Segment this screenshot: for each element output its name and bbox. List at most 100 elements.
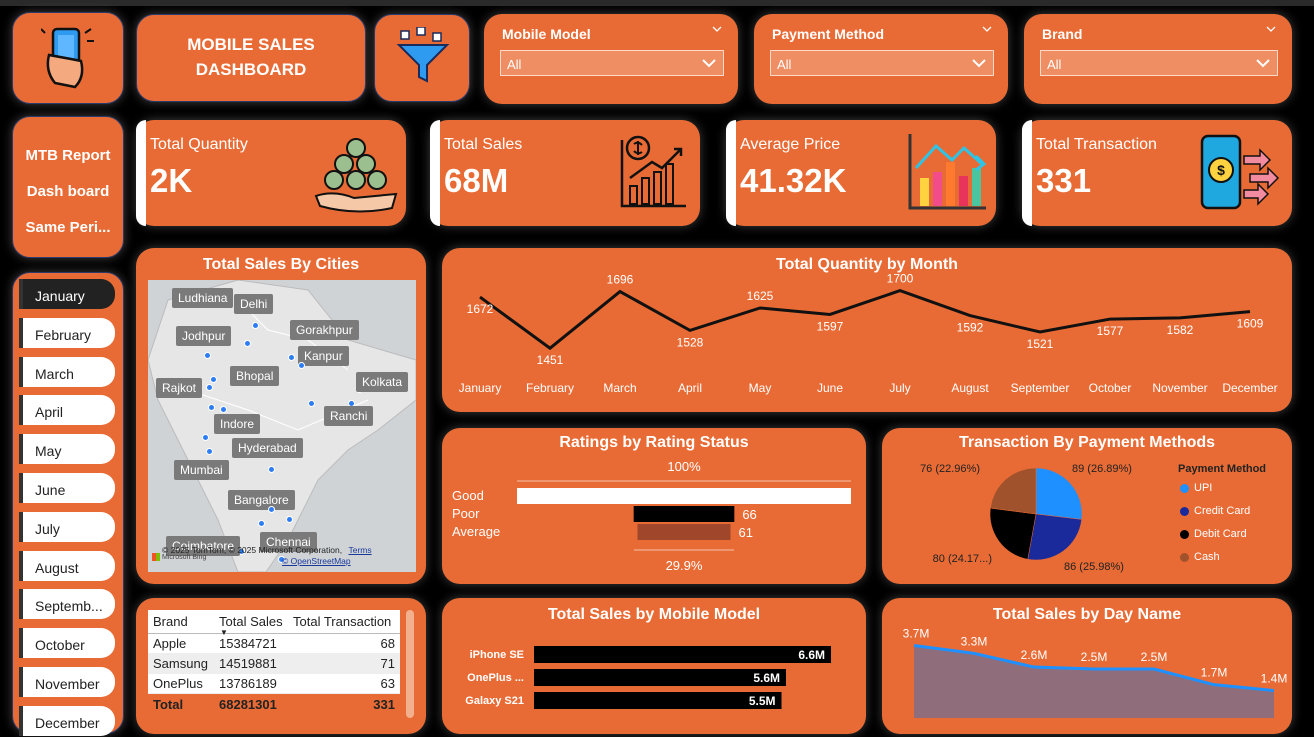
legend-swatch bbox=[1180, 483, 1189, 493]
month-item-may[interactable]: May bbox=[19, 434, 115, 465]
map-bubble-chennai[interactable] bbox=[286, 516, 293, 523]
legend-title: Payment Method bbox=[1178, 463, 1267, 475]
kpi-value: 68M bbox=[444, 162, 509, 199]
legend-item-debit-card[interactable]: Debit Card bbox=[1180, 528, 1247, 540]
data-label: 2.6M bbox=[1021, 648, 1048, 662]
legend-item-upi[interactable]: UPI bbox=[1180, 482, 1212, 494]
map-bubble[interactable] bbox=[298, 362, 305, 369]
data-label: 1625 bbox=[747, 289, 774, 303]
map-bubble[interactable] bbox=[202, 434, 209, 441]
kpi-label: Total Quantity bbox=[150, 136, 248, 153]
chart-title: Transaction By Payment Methods bbox=[958, 434, 1216, 451]
map-bubble-hyderabad[interactable] bbox=[268, 466, 275, 473]
column-header-total-sales[interactable]: Total Sales ▼ bbox=[214, 614, 288, 637]
map-bubble-delhi[interactable] bbox=[252, 322, 259, 329]
month-item-november[interactable]: November bbox=[19, 667, 115, 697]
map-bubble[interactable] bbox=[268, 506, 275, 513]
sales-growth-icon bbox=[620, 135, 686, 208]
model-bar-chart[interactable]: iPhone SE 6.6M OnePlus ... 5.6M Galaxy S21 5.… bbox=[442, 598, 866, 734]
slicer-label: Payment Method bbox=[772, 26, 885, 42]
brand-table-card: Brand Total Sales ▼ Total Transaction Ap… bbox=[136, 598, 426, 734]
slicer-value: All bbox=[507, 57, 522, 72]
map-bubble[interactable] bbox=[210, 376, 217, 383]
table-scrollbar[interactable] bbox=[406, 610, 414, 718]
table-row[interactable]: Samsung 14519881 71 bbox=[148, 654, 400, 674]
month-item-march[interactable]: March bbox=[19, 356, 115, 387]
nav-link-dashboard[interactable]: Dash board bbox=[26, 183, 110, 200]
map-bubble[interactable] bbox=[308, 400, 315, 407]
map-bubble-jodhpur[interactable] bbox=[204, 352, 211, 359]
table-row[interactable]: Apple 15384721 68 bbox=[148, 634, 400, 654]
kpi-total-transaction: Total Transaction 331 $ bbox=[1022, 120, 1292, 226]
slicer-brand[interactable]: Brand All bbox=[1024, 14, 1292, 104]
data-label: 66 bbox=[742, 507, 756, 522]
slicer-dropdown[interactable]: All bbox=[500, 50, 724, 76]
filter-card[interactable] bbox=[374, 14, 470, 102]
map-bubble[interactable] bbox=[208, 404, 215, 411]
month-item-december[interactable]: December bbox=[19, 705, 115, 736]
table-row[interactable]: OnePlus 13786189 63 bbox=[148, 674, 400, 694]
map-bubble-rajkot[interactable] bbox=[206, 384, 213, 391]
map-bubble[interactable] bbox=[278, 556, 285, 563]
slice-label: 76 (22.96%) bbox=[920, 463, 980, 475]
chevron-down-icon[interactable] bbox=[1266, 24, 1276, 34]
nav-link-same-period[interactable]: Same Peri... bbox=[25, 219, 111, 236]
x-tick-label: October bbox=[1089, 381, 1132, 395]
data-label: 2.5M bbox=[1081, 650, 1108, 664]
ratings-funnel-chart[interactable]: 100% 29.9% Good Poor 66 Average 61 bbox=[442, 428, 866, 584]
dashboard-title-line1: MOBILE SALES bbox=[187, 35, 315, 54]
map-bubble-bangalore[interactable] bbox=[258, 520, 265, 527]
column-header-brand[interactable]: Brand bbox=[153, 614, 188, 629]
slicer-mobile-model[interactable]: Mobile Model All bbox=[484, 14, 738, 104]
quantity-line-chart[interactable]: 1672 January 1451 February 1696 March 1528 Apri… bbox=[442, 248, 1292, 412]
month-item-july[interactable]: July bbox=[19, 511, 115, 542]
data-label: 61 bbox=[739, 525, 753, 540]
month-item-february[interactable]: February bbox=[19, 317, 115, 348]
map-label-coimbatore: Coimbatore bbox=[166, 536, 241, 556]
kpi-value: 41.32K bbox=[740, 162, 847, 199]
map-card: Total Sales By Cities Ludhiana Delhi Jodhp… bbox=[136, 248, 426, 584]
mobile-payment-icon: $ bbox=[1200, 134, 1280, 210]
kpi-accent-bar bbox=[430, 120, 440, 226]
x-tick-label: March bbox=[603, 381, 636, 395]
day-area-chart[interactable]: 3.7M 3.3M 2.6M 2.5M 2.5M 1.7M 1.4M bbox=[882, 598, 1292, 734]
payment-pie-chart[interactable]: 89 (26.89%) 86 (25.98%) 80 (24.17...) 76 (2… bbox=[882, 428, 1292, 584]
slicer-payment-method[interactable]: Payment Method All bbox=[754, 14, 1008, 104]
table-header-row: Brand Total Sales ▼ Total Transaction bbox=[148, 610, 400, 637]
map-terms-link[interactable]: Terms bbox=[348, 545, 372, 555]
legend-item-credit-card[interactable]: Credit Card bbox=[1180, 505, 1250, 517]
chevron-down-icon[interactable] bbox=[982, 24, 992, 34]
slicer-dropdown[interactable]: All bbox=[770, 50, 994, 76]
nav-link-mtb-report[interactable]: MTB Report bbox=[25, 147, 111, 164]
month-item-june[interactable]: June bbox=[19, 473, 115, 503]
cell-total-sales: 14519881 bbox=[219, 656, 277, 671]
slice-label: 80 (24.17...) bbox=[933, 553, 992, 565]
ratings-card: Ratings by Rating Status 100% 29.9% Good Po… bbox=[442, 428, 866, 584]
map-label-delhi: Delhi bbox=[234, 294, 274, 314]
map-osm-link[interactable]: © OpenStreetMap bbox=[282, 556, 351, 566]
x-tick-label: November bbox=[1152, 381, 1207, 395]
kpi-value: 2K bbox=[150, 162, 193, 199]
month-item-april[interactable]: April bbox=[19, 395, 115, 426]
payment-methods-card: Transaction By Payment Methods 89 (26.89… bbox=[882, 428, 1292, 584]
slicer-dropdown[interactable]: All bbox=[1040, 50, 1278, 76]
map-bubble-mumbai[interactable] bbox=[206, 448, 213, 455]
kpi-total-quantity: Total Quantity 2K bbox=[136, 120, 406, 226]
data-label: 5.6M bbox=[753, 671, 780, 685]
map-bubble-kanpur[interactable] bbox=[288, 354, 295, 361]
top-percent-label: 100% bbox=[667, 459, 701, 474]
chart-title: Total Quantity by Month bbox=[776, 256, 958, 273]
month-item-january[interactable]: January bbox=[19, 279, 115, 309]
pie-slice-credit-card bbox=[1027, 513, 1082, 561]
map-bubble-indore[interactable] bbox=[220, 406, 227, 413]
kpi-label: Total Sales bbox=[444, 136, 523, 153]
month-item-august[interactable]: August bbox=[19, 550, 115, 581]
map-bubble[interactable] bbox=[244, 340, 251, 347]
month-item-october[interactable]: October bbox=[19, 628, 115, 659]
legend-item-cash[interactable]: Cash bbox=[1180, 551, 1220, 563]
chevron-down-icon[interactable] bbox=[712, 24, 722, 34]
area-line bbox=[913, 643, 1275, 693]
column-header-total-transaction[interactable]: Total Transaction bbox=[293, 614, 392, 629]
india-map[interactable]: Ludhiana Delhi Jodhpur Gorakhpur Kanpur Bhopa… bbox=[148, 280, 416, 572]
month-item-septemb[interactable]: Septemb... bbox=[19, 589, 115, 620]
